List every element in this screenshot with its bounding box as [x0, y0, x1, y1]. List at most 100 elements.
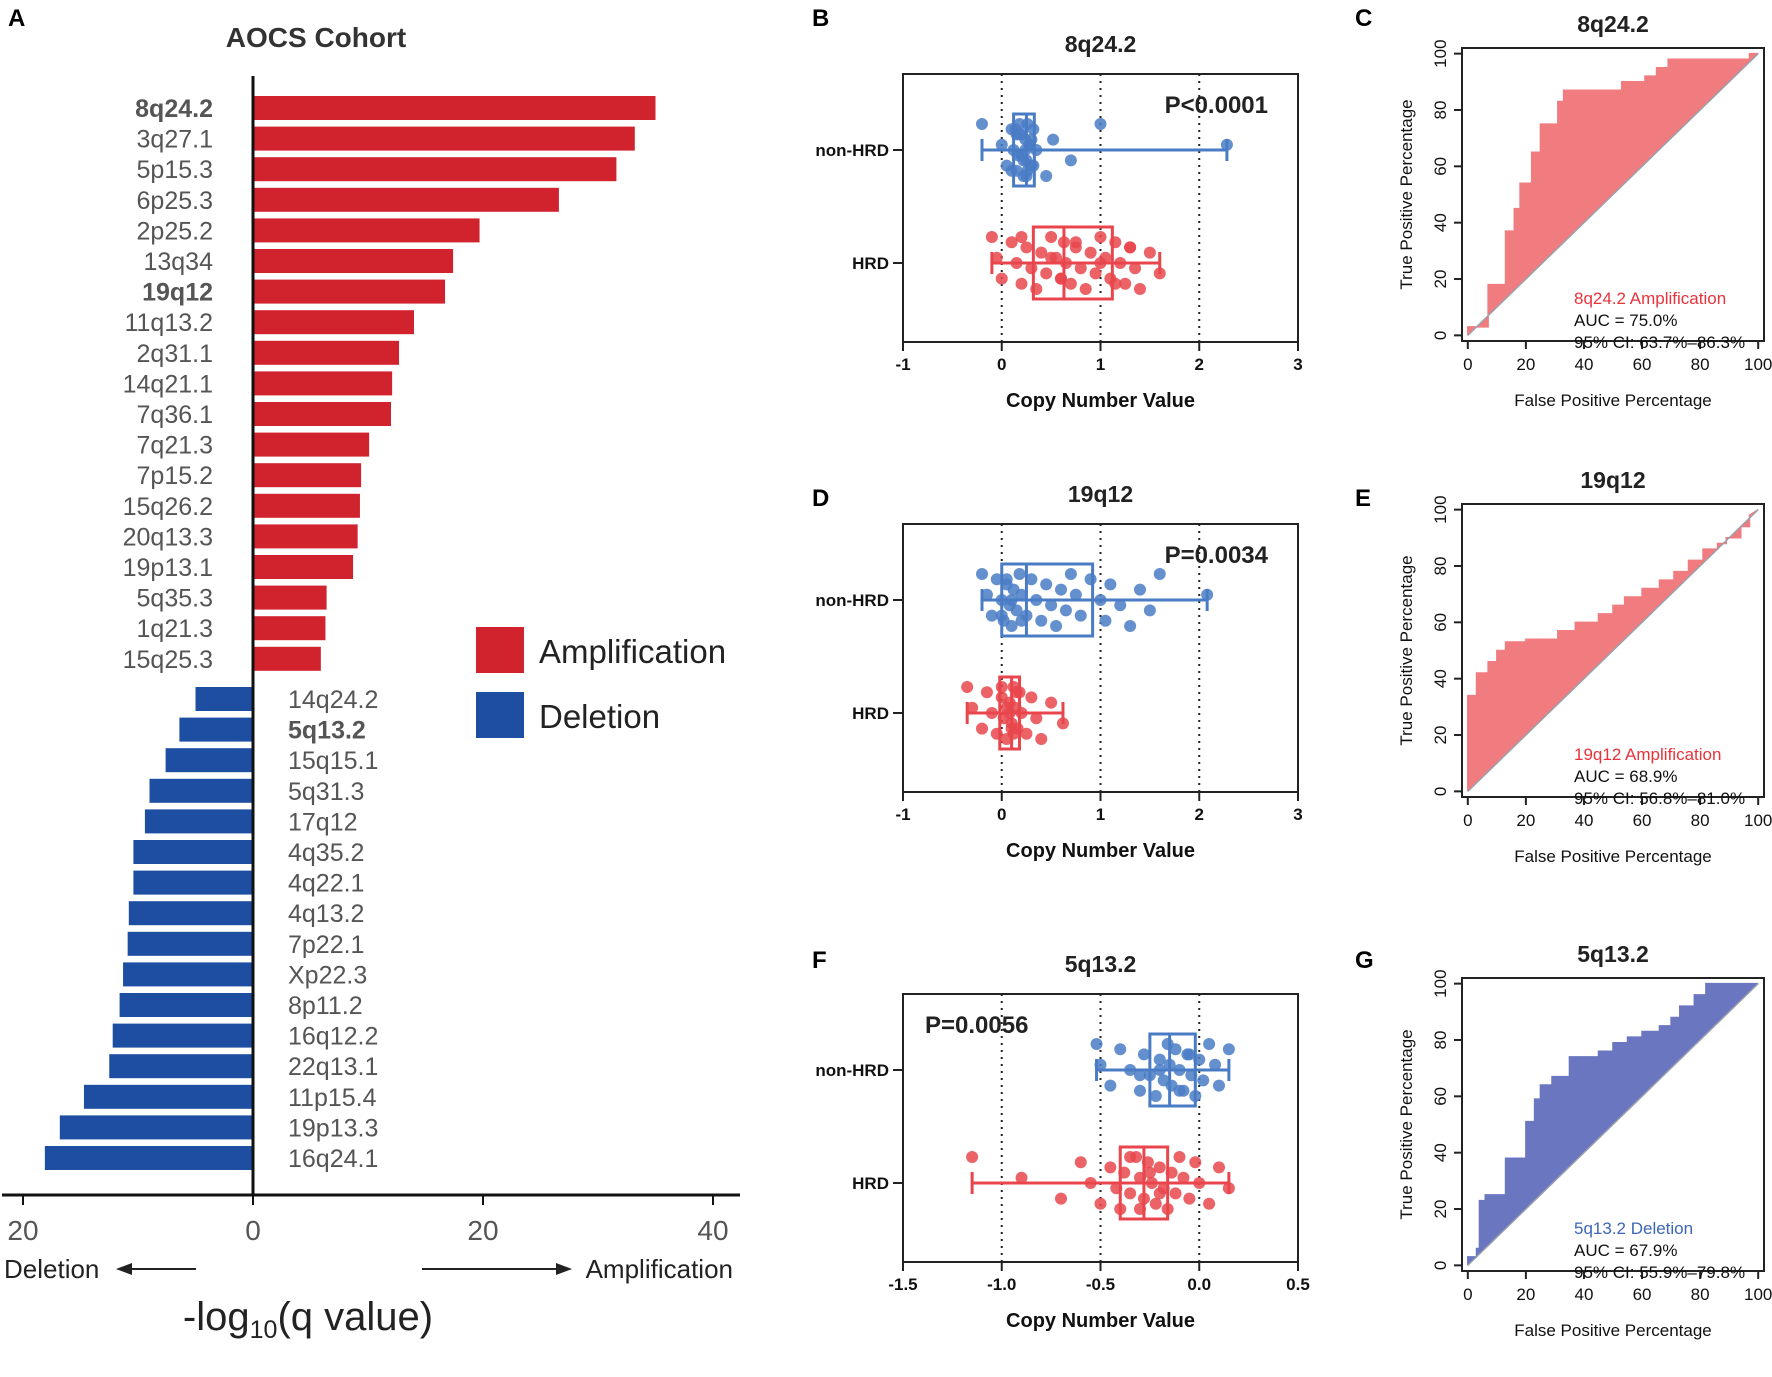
x-tick-label: 0	[1463, 811, 1472, 830]
bar-del-22q13-1	[109, 1054, 253, 1079]
data-point	[1143, 1069, 1156, 1082]
data-point	[976, 118, 988, 130]
data-point	[1203, 1197, 1216, 1210]
y-tick-label: 40	[1431, 669, 1450, 688]
data-point	[1010, 257, 1023, 269]
bar-del-19p13-3	[59, 1115, 253, 1140]
x-tick-label: 20	[1516, 811, 1535, 830]
panel-a-x-axis-label: -log10(q value)	[183, 1295, 433, 1344]
data-point	[1163, 1058, 1176, 1071]
data-point	[1074, 609, 1087, 622]
box-plot-title: 5q13.2	[1065, 951, 1137, 977]
x-tick-label: 1	[1096, 355, 1105, 374]
data-point	[990, 573, 1003, 586]
bar-del-5q13-2	[179, 717, 253, 742]
plot-frame	[1461, 977, 1765, 1272]
panel-c-roc-curve: 8q24.2 0 0 20 20 40 40 60 60 80 80 100 100 False Posi…	[1397, 11, 1772, 410]
x-tick-label: 40	[1575, 1285, 1594, 1304]
data-point	[1134, 1171, 1146, 1184]
box-plot-title: 8q24.2	[1065, 31, 1137, 57]
data-point	[1010, 686, 1023, 699]
data-point	[1099, 614, 1112, 627]
bar-amp-7q21-3	[253, 432, 370, 457]
roc-title: 8q24.2	[1577, 11, 1649, 37]
bar-label-del-5q13-2: 5q13.2	[288, 717, 366, 745]
bar-label-del-5q31-3: 5q31.3	[288, 778, 364, 806]
bar-label-del-7p22-1: 7p22.1	[288, 931, 364, 959]
x-tick-label: 1	[1096, 805, 1105, 824]
legend-label-deletion: Deletion	[539, 698, 660, 735]
x-tick-label: 60	[1633, 355, 1652, 374]
panel-b-box-plot: 8q24.2 P<0.0001 non-HRD HRD -1 0 1 2 3 Copy Numbe…	[815, 31, 1302, 412]
data-point	[1094, 594, 1107, 606]
bar-label-del-11p15-4: 11p15.4	[288, 1084, 377, 1112]
bar-label-amp-6p25-3: 6p25.3	[137, 187, 213, 215]
panel-f-box-plot: 5q13.2 P=0.0056 non-HRD HRD -1.5 -1.0 -0.5 0.0 0…	[815, 951, 1309, 1332]
plot-frame	[1461, 47, 1765, 342]
x-axis-label: Copy Number Value	[1006, 840, 1195, 862]
data-point	[1189, 1090, 1202, 1102]
data-point	[1153, 568, 1166, 580]
data-point	[961, 681, 974, 693]
data-point	[1165, 1166, 1178, 1179]
roc-legend-name: 8q24.2 Amplification	[1574, 289, 1726, 308]
roc-legend-name: 19q12 Amplification	[1574, 745, 1721, 764]
bar-amp-8q24-2	[253, 96, 656, 120]
bar-amp-2q31-1	[253, 340, 400, 365]
data-point	[1177, 1171, 1190, 1184]
legend-swatch-deletion	[476, 692, 524, 738]
bar-del-xp22-3	[123, 962, 253, 987]
data-point	[1153, 267, 1166, 280]
bar-label-amp-15q25-3: 15q25.3	[123, 646, 213, 674]
data-point	[1169, 1043, 1182, 1056]
bar-amp-15q25-3	[253, 646, 321, 671]
data-point	[1074, 262, 1087, 275]
bar-label-del-17q12: 17q12	[288, 808, 358, 836]
data-point	[1020, 241, 1033, 254]
panel-a-tick-label: 40	[697, 1215, 728, 1246]
y-tick-label: 40	[1431, 213, 1450, 232]
data-point	[1222, 1182, 1235, 1195]
bar-label-amp-20q13-3: 20q13.3	[123, 523, 213, 551]
data-point	[980, 588, 993, 601]
x-tick-label: 60	[1633, 811, 1652, 830]
panel-a-tick-label: 0	[245, 1215, 261, 1246]
x-tick-label: 80	[1691, 1285, 1710, 1304]
data-point	[1153, 1053, 1166, 1066]
data-point	[1040, 267, 1053, 280]
direction-arrowhead-right	[556, 1263, 572, 1275]
data-point	[1040, 170, 1053, 182]
data-point	[1059, 257, 1072, 269]
data-point	[1045, 599, 1058, 612]
data-point	[1059, 604, 1072, 617]
y-axis-label: True Positive Percentage	[1397, 99, 1416, 289]
data-point	[995, 272, 1008, 285]
data-point	[1050, 620, 1063, 632]
x-tick-label: -1.0	[987, 1275, 1016, 1294]
data-point	[1114, 1203, 1127, 1215]
data-point	[1035, 733, 1048, 745]
data-point	[1055, 272, 1067, 285]
bar-del-4q22-1	[133, 870, 253, 895]
roc-curve-line	[1467, 52, 1759, 336]
data-point	[1185, 1069, 1198, 1082]
y-tick-label: 100	[1431, 39, 1450, 67]
data-point	[1137, 1192, 1150, 1205]
bar-amp-7q36-1	[253, 402, 391, 426]
data-point	[990, 251, 1003, 264]
bar-label-amp-3q27-1: 3q27.1	[137, 126, 213, 154]
data-point	[1104, 578, 1117, 591]
data-point	[1119, 277, 1132, 290]
x-tick-label: -1	[895, 805, 910, 824]
data-point	[1193, 1177, 1206, 1189]
bar-amp-19q12	[253, 279, 446, 304]
data-point	[1143, 246, 1156, 259]
data-point	[1173, 1084, 1186, 1097]
data-point	[985, 609, 998, 622]
bar-amp-13q34	[253, 249, 454, 273]
data-point	[1007, 727, 1020, 740]
diagonal-reference-line	[1467, 983, 1759, 1266]
x-tick-label: 0.5	[1286, 1275, 1310, 1294]
panel-e-roc-curve: 19q12 0 0 20 20 40 40 60 60 80 80 100 100 False Posit…	[1397, 467, 1772, 866]
data-point	[1047, 133, 1060, 146]
